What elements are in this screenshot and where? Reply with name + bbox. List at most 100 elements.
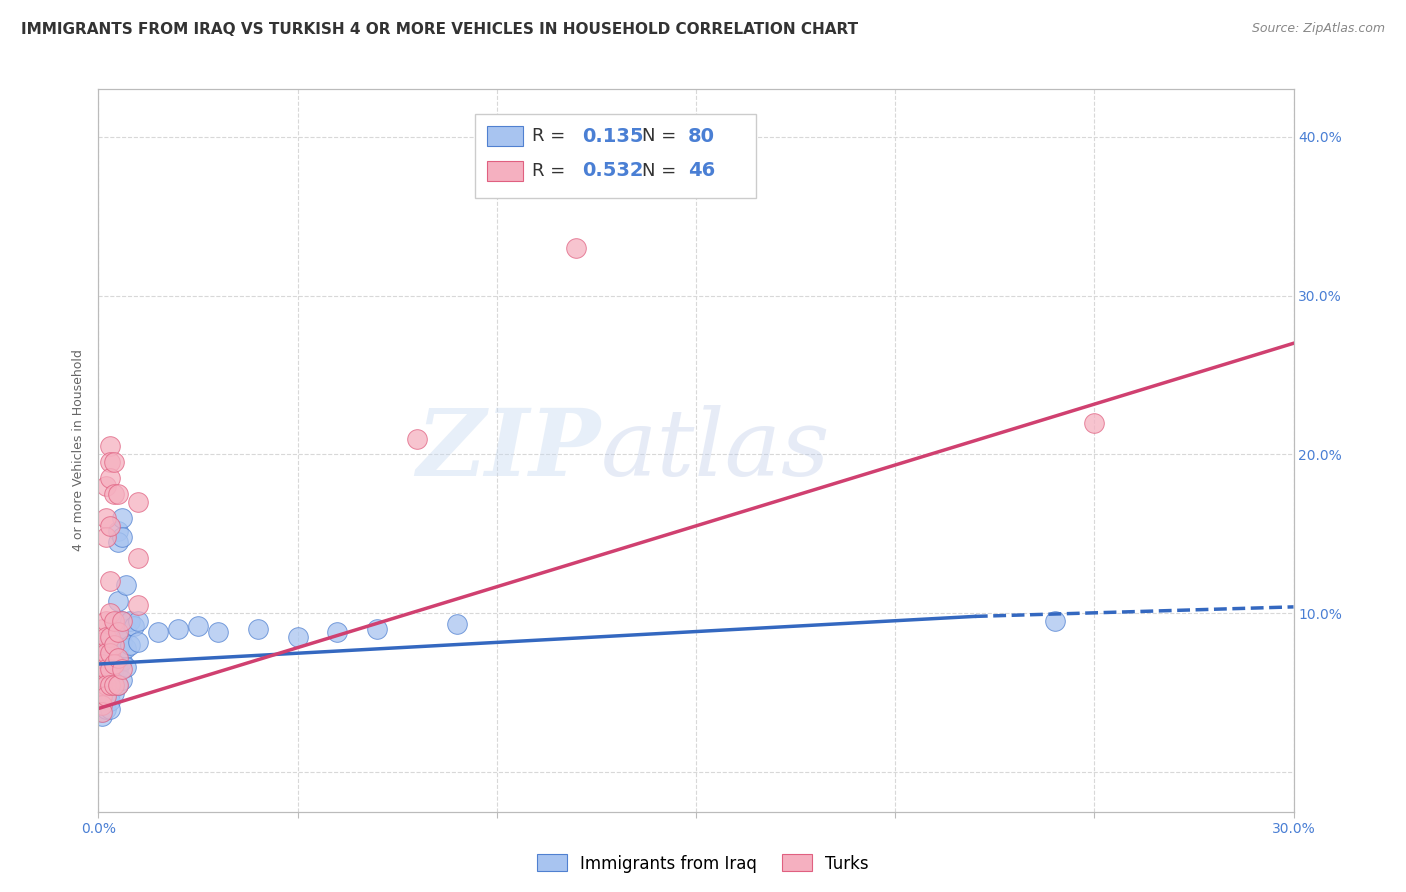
Point [98,646,122,660]
FancyBboxPatch shape [475,114,756,198]
Point [406,432,429,446]
Point [98,440,122,454]
Point [91,689,114,703]
Point [111,673,134,687]
Point [103,638,125,652]
Point [91,689,114,703]
Point [96,654,118,668]
Point [103,614,125,628]
Text: atlas: atlas [600,406,830,495]
Point [1083,416,1105,430]
Point [96,641,118,656]
Point [98,519,122,533]
Text: 0.135: 0.135 [582,127,644,145]
Point [107,662,129,676]
Point [127,599,149,613]
Point [107,614,129,628]
Point [103,646,125,660]
Text: 80: 80 [688,127,714,145]
Text: N =: N = [643,161,682,180]
Text: IMMIGRANTS FROM IRAQ VS TURKISH 4 OR MORE VEHICLES IN HOUSEHOLD CORRELATION CHAR: IMMIGRANTS FROM IRAQ VS TURKISH 4 OR MOR… [21,22,858,37]
Point [91,662,114,676]
Point [96,695,118,709]
Point [91,698,114,713]
Text: R =: R = [533,128,571,145]
Point [91,678,114,692]
Point [107,646,129,660]
Point [91,646,114,660]
Point [107,650,129,665]
Point [287,630,309,644]
Point [107,593,129,607]
Point [207,625,229,640]
Point [98,670,122,684]
Point [96,648,118,662]
Point [103,685,125,699]
Point [107,678,129,692]
Point [111,614,134,628]
Point [98,638,122,652]
Point [246,622,269,636]
Point [91,646,114,660]
Point [98,678,122,692]
Point [148,625,170,640]
Point [1043,614,1066,628]
Point [366,622,388,636]
Point [124,619,146,633]
FancyBboxPatch shape [486,161,523,181]
Point [96,660,118,674]
Point [111,530,134,544]
Point [111,654,134,668]
Point [103,654,125,668]
Point [91,685,114,699]
Point [98,662,122,676]
Point [96,673,118,687]
Legend: Immigrants from Iraq, Turks: Immigrants from Iraq, Turks [530,847,876,880]
Point [103,670,125,684]
Text: 0.532: 0.532 [582,161,644,180]
Point [127,550,149,565]
Point [98,471,122,485]
Point [96,479,118,493]
Point [91,705,114,719]
Point [103,662,125,676]
Point [96,630,118,644]
Point [96,682,118,697]
Point [127,495,149,509]
Point [120,638,142,652]
Point [91,622,114,636]
Point [115,577,138,591]
Point [127,635,149,649]
Point [98,630,122,644]
Point [98,574,122,589]
Point [98,646,122,660]
Point [91,670,114,684]
Text: ZIP: ZIP [416,406,600,495]
Point [91,635,114,649]
Point [103,657,125,671]
Y-axis label: 4 or more Vehicles in Household: 4 or more Vehicles in Household [72,350,86,551]
Text: Source: ZipAtlas.com: Source: ZipAtlas.com [1251,22,1385,36]
Point [91,693,114,707]
Point [96,678,118,692]
Point [98,701,122,715]
Point [96,678,118,692]
Point [96,666,118,681]
Point [120,614,142,628]
Point [103,638,125,652]
Point [446,617,468,632]
Point [127,614,149,628]
Point [91,673,114,687]
Point [111,614,134,628]
Point [91,654,114,668]
Point [96,511,118,525]
Point [91,705,114,719]
Point [103,678,125,692]
Point [103,622,125,636]
Point [91,678,114,692]
Text: 46: 46 [688,161,714,180]
Point [96,614,118,628]
Point [565,241,588,255]
Point [91,657,114,671]
Point [107,625,129,640]
